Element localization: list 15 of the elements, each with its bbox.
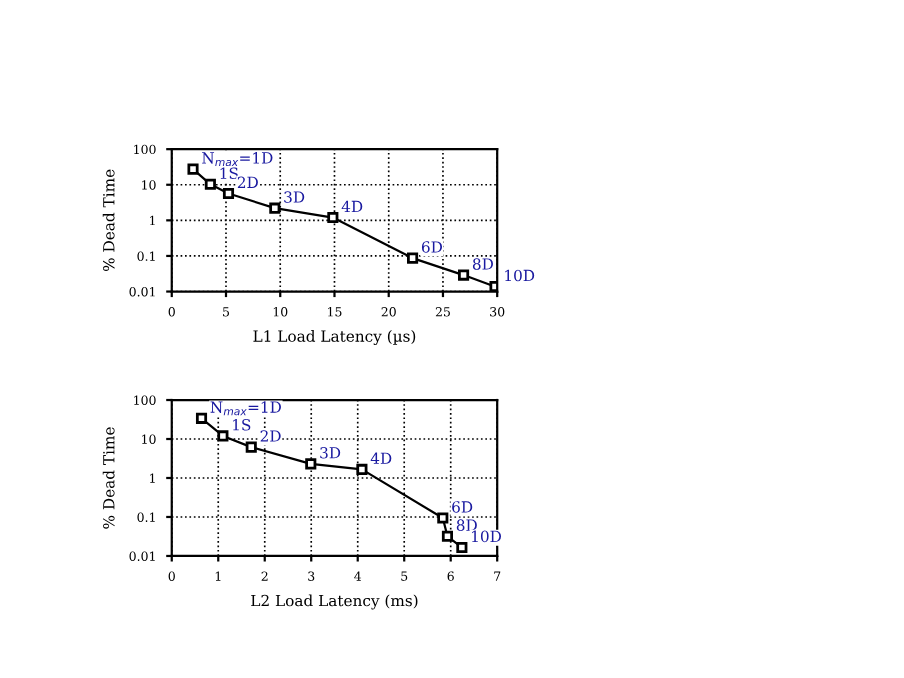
point: [407, 252, 419, 264]
point: [269, 202, 281, 214]
point: [356, 463, 368, 475]
point: [222, 187, 235, 199]
point: [437, 512, 449, 524]
point: [204, 178, 216, 190]
point: [305, 458, 317, 470]
point: [187, 163, 199, 175]
point: [327, 211, 339, 224]
point: [245, 441, 257, 453]
point: [195, 412, 208, 424]
point: [456, 541, 468, 554]
point: [458, 269, 470, 281]
point: [217, 430, 229, 442]
point: [441, 530, 454, 542]
